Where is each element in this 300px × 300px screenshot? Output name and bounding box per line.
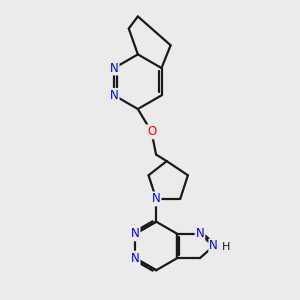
Text: H: H <box>222 242 230 252</box>
Text: N: N <box>152 192 161 206</box>
Text: N: N <box>196 227 204 240</box>
Text: N: N <box>131 252 140 265</box>
Text: N: N <box>110 89 118 102</box>
Text: N: N <box>110 61 118 74</box>
Text: N: N <box>209 239 218 253</box>
Text: N: N <box>131 227 140 240</box>
Text: O: O <box>147 125 156 138</box>
